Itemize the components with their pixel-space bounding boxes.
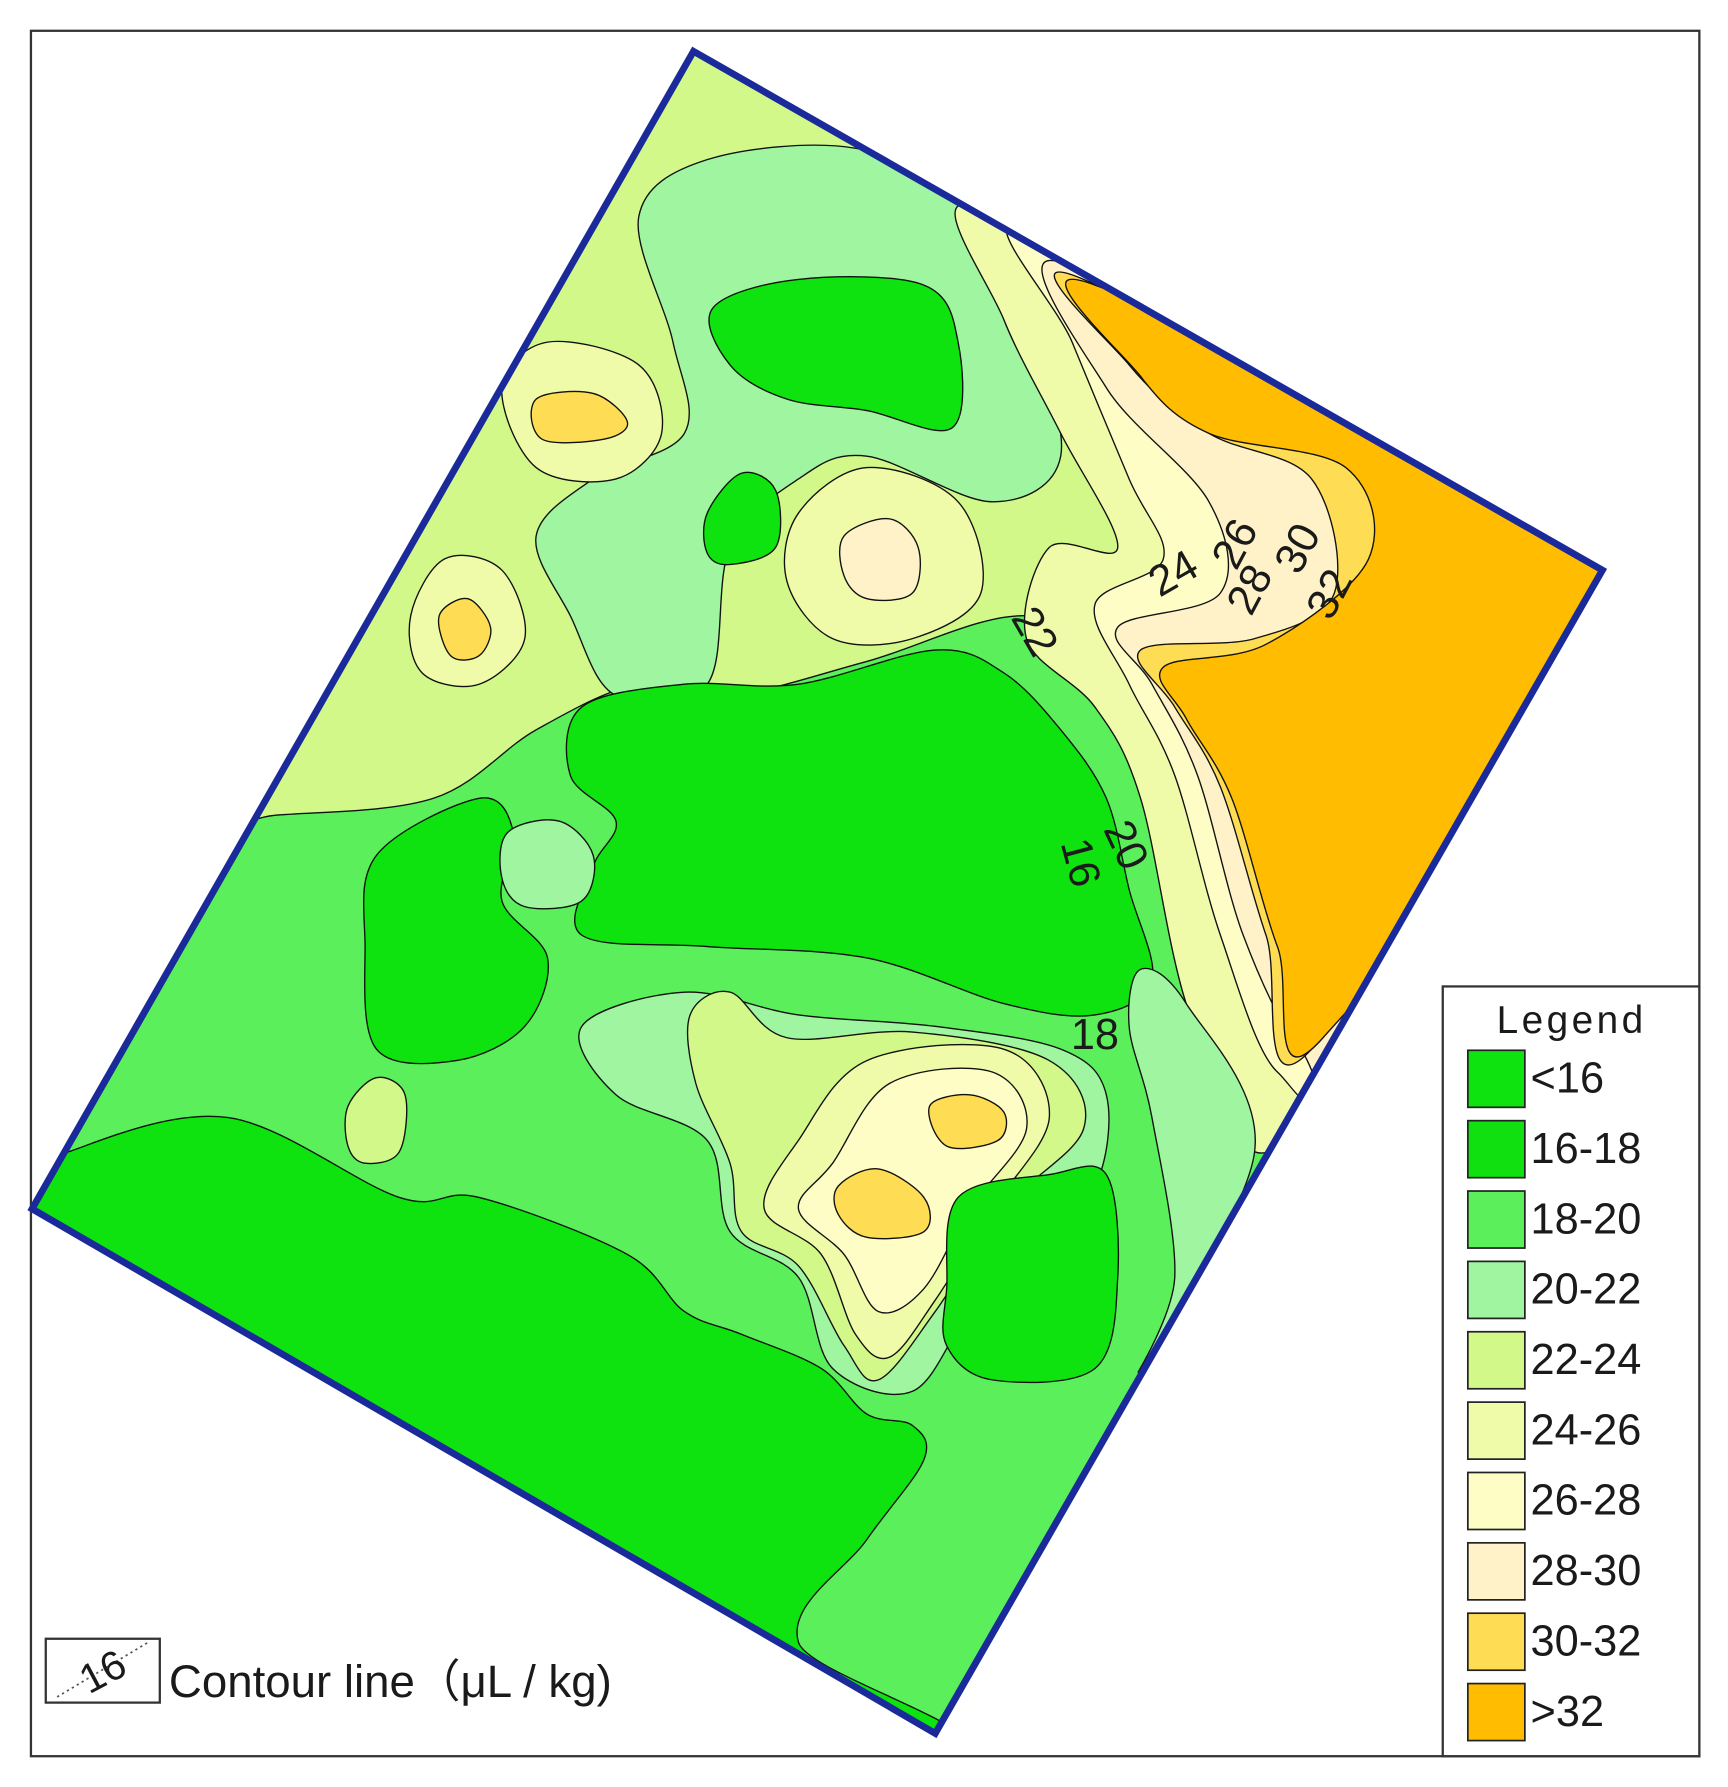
legend-label: 22-24 [1531, 1336, 1642, 1384]
legend-swatch [1466, 1190, 1526, 1249]
contour-field [530, 390, 629, 444]
legend: Legend <16 16-18 18-20 20-22 22-24 24-26 26-28… [1441, 985, 1701, 1758]
legend-swatch [1466, 1612, 1526, 1672]
survey-boundary [27, 46, 1608, 1739]
legend-swatch [1466, 1330, 1526, 1390]
contour-field [928, 1093, 1008, 1150]
legend-title: Legend [1497, 999, 1647, 1042]
legend-swatch [1466, 1260, 1526, 1320]
legend-label: 28-30 [1531, 1547, 1642, 1595]
contour-field [437, 597, 492, 661]
contour-field [344, 1076, 408, 1165]
legend-label: 30-32 [1531, 1617, 1642, 1665]
legend-label: 26-28 [1531, 1477, 1642, 1525]
contour-field [839, 517, 921, 602]
legend-label: 20-22 [1531, 1266, 1642, 1314]
legend-label: 18-20 [1531, 1195, 1642, 1243]
legend-swatch [1466, 1119, 1526, 1179]
legend-label: 24-26 [1531, 1406, 1642, 1454]
key-line [56, 1641, 149, 1698]
key-box [44, 1637, 161, 1704]
legend-swatch [1466, 1049, 1526, 1109]
key-label: Contour line（μL / kg) [169, 1656, 612, 1707]
contour-field [708, 276, 964, 432]
legend-swatch [1466, 1471, 1526, 1531]
contour-field [1128, 967, 1256, 1373]
legend-swatch [1466, 1682, 1526, 1742]
contour-label: 18 [1071, 1011, 1119, 1059]
legend-swatch [1466, 1401, 1526, 1460]
contour-key: 16 Contour line（μL / kg) [44, 1637, 612, 1707]
contour-field [833, 1168, 931, 1240]
legend-label: >32 [1531, 1688, 1605, 1736]
legend-items: <16 16-18 18-20 20-22 22-24 24-26 26-28 28-30 30… [1466, 1049, 1642, 1742]
legend-label: <16 [1531, 1055, 1605, 1103]
contour-field [499, 819, 596, 910]
contour-field [942, 1165, 1120, 1384]
contour-field [702, 471, 782, 566]
legend-swatch [1466, 1541, 1526, 1601]
legend-label: 16-18 [1531, 1125, 1642, 1173]
